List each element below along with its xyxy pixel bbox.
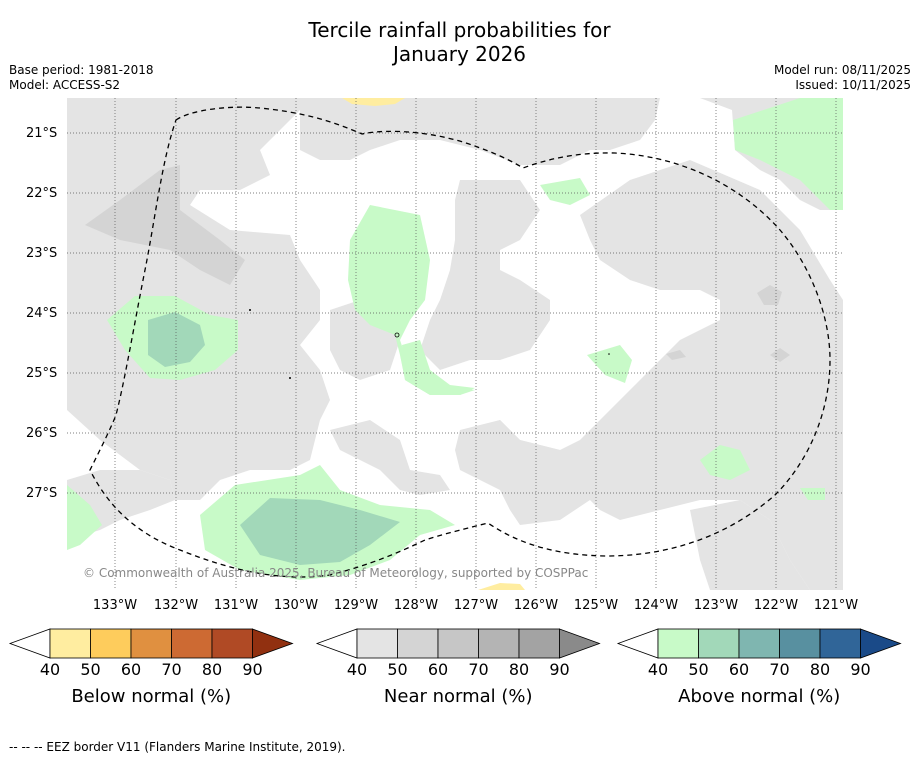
below-normal-40	[342, 98, 525, 590]
colorbar-2-label: Above normal (%)	[678, 686, 841, 707]
colorbar-0-label: Below normal (%)	[71, 686, 232, 707]
colorbar-1-segment-1	[397, 628, 439, 659]
colorbar-0-segment-2	[130, 628, 172, 659]
lat-label-21: 21°S	[26, 126, 58, 141]
colorbar-1-segment-0	[356, 628, 398, 659]
lon-label-128: 128°W	[393, 598, 439, 613]
issued-date: Issued: 10/11/2025	[795, 78, 911, 92]
colorbar-2-extend-high	[860, 628, 902, 659]
meta-left: Base period: 1981-2018 Model: ACCESS-S2	[9, 63, 154, 93]
colorbar-2-segment-4	[819, 628, 861, 659]
colorbar-1-tick: 80	[508, 660, 530, 679]
above-normal-50	[148, 312, 400, 565]
lon-label-122: 122°W	[753, 598, 799, 613]
colorbar-0-segment-1	[90, 628, 132, 659]
colorbar-2-tick: 40	[647, 660, 669, 679]
colorbar-1-label: Near normal (%)	[383, 686, 533, 707]
colorbar-2-tick: 70	[769, 660, 790, 679]
colorbar-1-segment-2	[437, 628, 479, 659]
colorbar-1-tick: 60	[427, 660, 449, 679]
colorbar-2-tick: 60	[728, 660, 750, 679]
lat-label-22: 22°S	[26, 186, 58, 201]
model-run: Model run: 08/11/2025	[773, 63, 911, 77]
footer-note: -- -- -- EEZ border V11 (Flanders Marine…	[9, 740, 346, 754]
lat-label-25: 25°S	[26, 366, 58, 381]
lat-label-23: 23°S	[26, 246, 58, 261]
lat-label-24: 24°S	[26, 306, 58, 321]
colorbar-0-extend-low	[8, 628, 51, 659]
lon-label-132: 132°W	[153, 598, 199, 613]
lon-label-129: 129°W	[333, 598, 379, 613]
colorbar-1-tick: 70	[468, 660, 489, 679]
colorbar-1-tick: 40	[346, 660, 368, 679]
title-line-2: January 2026	[392, 42, 527, 66]
lon-label-127: 127°W	[453, 598, 499, 613]
colorbar-1-tick: 50	[387, 660, 408, 679]
colorbar-2-extend-low	[616, 628, 659, 659]
meta-right: Model run: 08/11/2025 Issued: 10/11/2025	[774, 63, 911, 93]
colorbar-0-tick: 90	[242, 660, 263, 679]
colorbar-2-segment-0	[657, 628, 699, 659]
map-title: Tercile rainfall probabilities for Janua…	[0, 18, 919, 66]
title-line-1: Tercile rainfall probabilities for	[308, 18, 611, 42]
lon-label-131: 131°W	[213, 598, 259, 613]
lon-label-130: 130°W	[273, 598, 319, 613]
copyright-notice: © Commonwealth of Australia 2025, Bureau…	[83, 566, 589, 580]
lon-label-121: 121°W	[813, 598, 859, 613]
map-area	[67, 98, 843, 590]
colorbar-2-segment-3	[779, 628, 821, 659]
colorbar-1-tick: 90	[549, 660, 570, 679]
colorbar-2-tick: 50	[688, 660, 709, 679]
colorbar-0-segment-3	[171, 628, 213, 659]
colorbar-0-extend-high	[252, 628, 294, 659]
model-name: Model: ACCESS-S2	[9, 78, 121, 92]
colorbar-2-segment-2	[738, 628, 780, 659]
colorbar-2-tick: 80	[809, 660, 831, 679]
colorbar-2-segment-1	[698, 628, 740, 659]
colorbar-0-tick: 40	[39, 660, 61, 679]
colorbar-group	[8, 628, 902, 659]
lon-label-133: 133°W	[92, 598, 138, 613]
lon-label-124: 124°W	[633, 598, 679, 613]
colorbar-1-extend-high	[559, 628, 601, 659]
lon-label-125: 125°W	[573, 598, 619, 613]
colorbar-0-tick: 50	[80, 660, 101, 679]
colorbar-0-tick: 60	[120, 660, 142, 679]
lon-label-126: 126°W	[513, 598, 559, 613]
island-markers	[249, 309, 610, 379]
lon-label-123: 123°W	[693, 598, 739, 613]
colorbar-1-segment-4	[518, 628, 560, 659]
colorbar-1-segment-3	[478, 628, 520, 659]
colorbar-0-segment-4	[211, 628, 253, 659]
lat-label-27: 27°S	[26, 486, 58, 501]
colorbar-0-tick: 80	[201, 660, 223, 679]
lat-label-26: 26°S	[26, 426, 58, 441]
base-period: Base period: 1981-2018	[9, 63, 154, 77]
colorbar-0-segment-0	[49, 628, 91, 659]
colorbar-0-tick: 70	[161, 660, 182, 679]
colorbar-1-extend-low	[315, 628, 358, 659]
colorbar-2-tick: 90	[850, 660, 871, 679]
